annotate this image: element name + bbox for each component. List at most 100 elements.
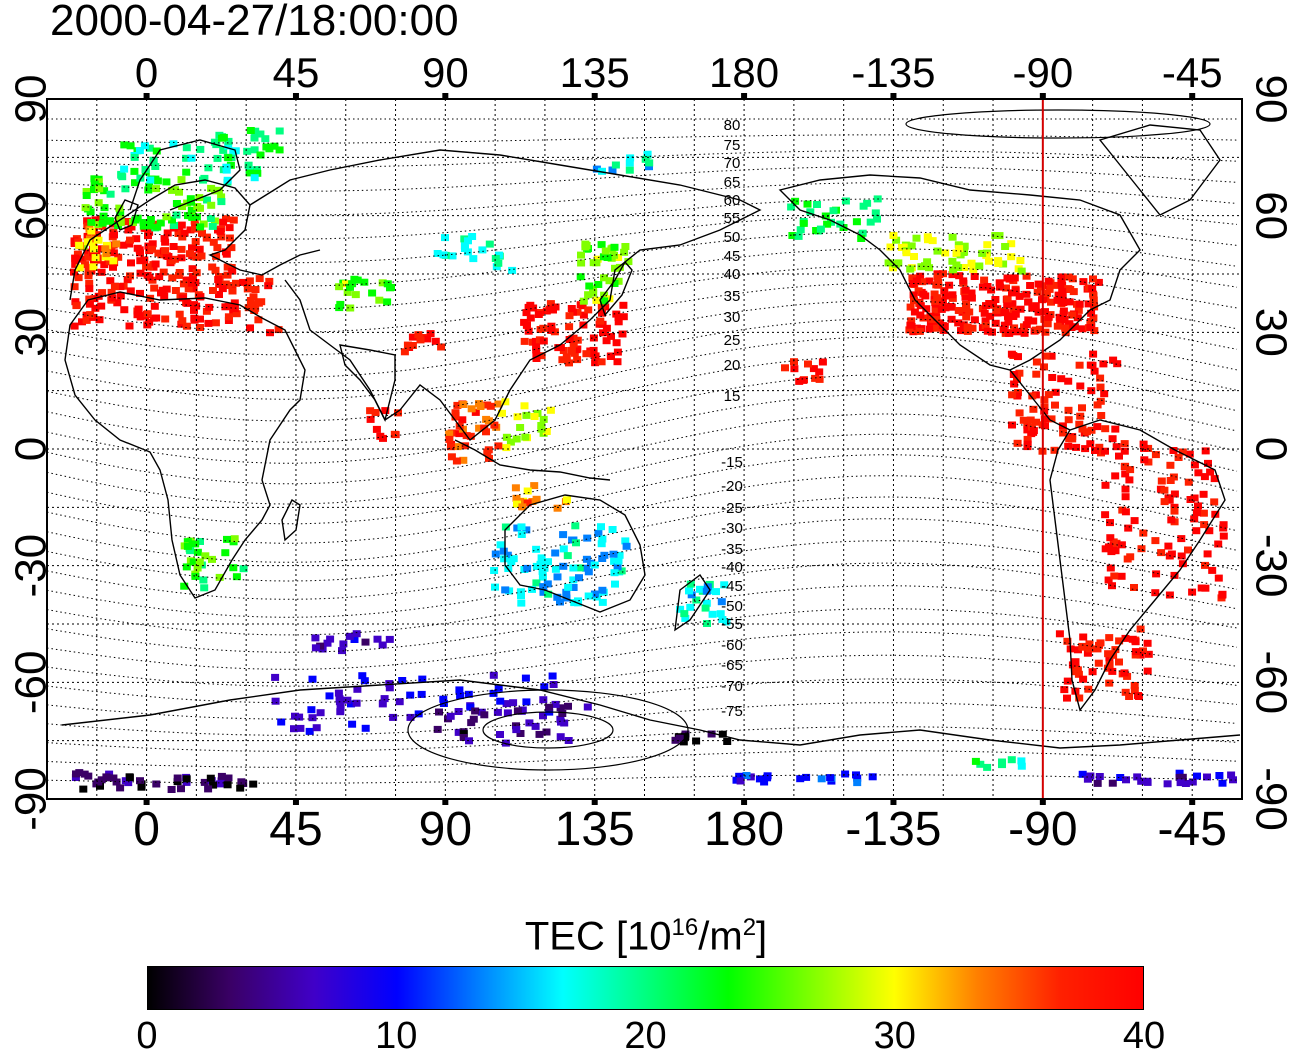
tec-cell: [954, 319, 963, 327]
tec-cell: [1010, 380, 1019, 388]
tec-cell: [1061, 324, 1070, 332]
tec-cell: [1139, 647, 1147, 655]
tec-cell: [1166, 477, 1175, 484]
tec-cell: [681, 733, 690, 741]
bottom-tick: [292, 799, 299, 805]
tec-cell: [192, 302, 201, 310]
top-tick: [591, 93, 598, 99]
coastline-india: [339, 344, 396, 423]
tec-cell: [532, 355, 541, 362]
tec-cell: [414, 710, 423, 718]
tec-cell: [1126, 466, 1135, 474]
tec-cell: [94, 178, 103, 186]
tec-cell: [1144, 458, 1153, 466]
tec-cell: [435, 708, 443, 716]
tec-cell: [275, 146, 284, 154]
tec-cell: [933, 273, 942, 281]
tec-cell: [170, 222, 179, 229]
tec-cell: [494, 259, 503, 267]
tec-cell: [516, 424, 525, 431]
tec-cell: [626, 154, 635, 162]
tec-cell: [171, 186, 179, 194]
tec-cell: [131, 179, 139, 187]
tec-cell: [82, 188, 91, 195]
tec-cell: [196, 223, 205, 231]
tec-cell: [952, 249, 961, 257]
tec-cell: [954, 241, 963, 249]
tec-colorbar: [147, 966, 1144, 1010]
tec-cell: [615, 551, 624, 559]
mag-latitude-label: -75: [721, 703, 743, 720]
tec-cell: [1227, 771, 1236, 779]
tec-cell: [161, 247, 170, 255]
top-tick: [890, 93, 897, 99]
tec-cell: [579, 297, 588, 305]
tec-cell: [671, 736, 680, 744]
tec-cell: [216, 780, 224, 788]
tec-cell: [983, 241, 992, 249]
tec-cell: [716, 610, 725, 618]
tec-cell: [1139, 529, 1148, 537]
tec-cell: [906, 321, 915, 329]
tec-cell: [1095, 773, 1104, 780]
tec-cell: [86, 208, 95, 216]
tec-cell: [1105, 661, 1114, 669]
mag-contour: [46, 393, 1238, 485]
bottom-tick: [143, 799, 150, 805]
colorbar-tick-label: 10: [375, 1015, 418, 1057]
tec-cell: [244, 161, 253, 169]
tec-cell: [496, 697, 505, 705]
bottom-longitude-label: 90: [419, 803, 472, 856]
tec-cell: [1001, 309, 1010, 317]
tec-cell: [193, 564, 202, 572]
tec-cell: [1101, 447, 1109, 455]
tec-cell: [1184, 478, 1193, 486]
tec-cell: [145, 318, 154, 326]
top-tick: [292, 93, 299, 99]
tec-cell: [215, 291, 223, 298]
tec-cell: [502, 444, 511, 452]
tec-cell: [702, 587, 711, 595]
tec-cell: [1210, 475, 1219, 483]
tec-cell: [277, 718, 286, 726]
tec-cell: [1085, 645, 1094, 653]
tec-cell: [506, 438, 515, 446]
tec-cell: [224, 142, 233, 150]
tec-cell: [816, 225, 825, 233]
tec-cell: [208, 555, 216, 563]
tec-cell: [902, 249, 911, 257]
mag-latitude-label: 65: [724, 174, 741, 191]
tec-cell: [215, 573, 224, 581]
tec-cell: [91, 254, 100, 262]
tec-cell: [75, 264, 84, 272]
tec-cell: [1120, 447, 1129, 455]
tec-cell: [539, 337, 548, 345]
tec-cell: [1008, 421, 1016, 429]
tec-cell: [190, 314, 199, 322]
tec-cell: [1093, 779, 1102, 787]
tec-cell: [1185, 450, 1194, 458]
tec-cell: [1064, 416, 1073, 424]
tec-cell: [621, 537, 630, 545]
mag-latitude-label: -35: [721, 541, 743, 558]
tec-cell: [582, 564, 591, 572]
tec-cell: [597, 241, 606, 249]
mag-contour: [46, 182, 1238, 216]
tec-cell: [963, 327, 972, 335]
tec-cell: [125, 322, 134, 330]
mag-latitude-label: 35: [724, 288, 741, 305]
tec-cell: [1008, 300, 1017, 308]
top-longitude-label: 45: [273, 49, 320, 96]
south-mag-pole-contour: [407, 689, 689, 771]
colorbar-tick-label: 0: [136, 1015, 158, 1057]
tec-cell: [1041, 308, 1049, 316]
tec-cell: [501, 523, 510, 531]
mag-latitude-label: -50: [721, 598, 743, 615]
tec-cell: [781, 364, 789, 372]
tec-cell: [1111, 425, 1120, 433]
tec-cell: [597, 523, 605, 531]
tec-cell: [1095, 641, 1103, 649]
tec-cell: [106, 190, 115, 198]
tec-cell: [528, 498, 537, 505]
tec-cell: [98, 289, 107, 297]
